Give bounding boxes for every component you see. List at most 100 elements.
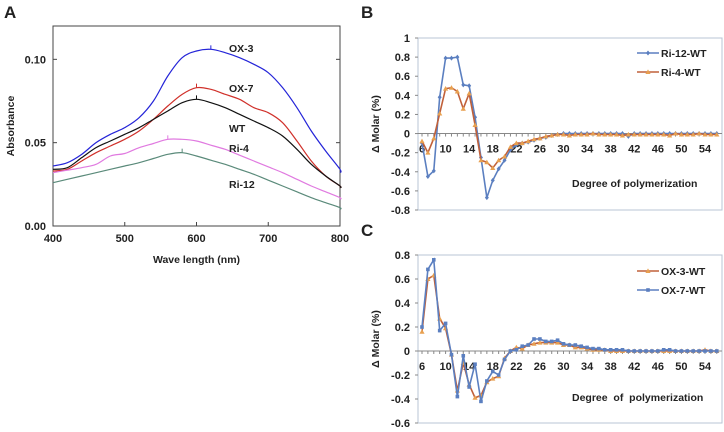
series-line-ri-12 bbox=[52, 152, 342, 210]
data-point bbox=[455, 54, 460, 60]
data-point bbox=[479, 399, 483, 404]
data-point bbox=[461, 82, 466, 88]
data-point bbox=[449, 352, 454, 357]
panel-b-ri-molar-chart: 6 10 14 18 22 26 30 34 38 42 46 50 54-0.8-0.6-0.4-0.… bbox=[370, 33, 723, 217]
x-tick-label: 42 bbox=[628, 361, 640, 373]
legend-label: OX-3-WT bbox=[661, 266, 706, 278]
data-point bbox=[578, 131, 584, 137]
data-point bbox=[602, 131, 608, 137]
series-label-ri-12: Ri-12 bbox=[229, 179, 255, 191]
data-point bbox=[490, 369, 495, 374]
series-label-wt: WT bbox=[229, 123, 246, 135]
data-point bbox=[572, 344, 578, 350]
legend-item-ox-7-wt: OX-7-WT bbox=[637, 285, 706, 297]
y-tick-label: 0.2 bbox=[395, 322, 410, 334]
y-tick-label: 0.8 bbox=[395, 52, 410, 64]
data-point bbox=[543, 133, 549, 139]
data-point bbox=[419, 138, 425, 144]
x-tick-label: 46 bbox=[652, 144, 664, 156]
data-point bbox=[584, 131, 590, 137]
data-point bbox=[490, 376, 496, 381]
y-tick-label: 0.2 bbox=[395, 109, 410, 121]
data-point bbox=[590, 130, 596, 136]
y-tick-label: 0.10 bbox=[25, 54, 46, 66]
y-axis-label: Absorbance bbox=[5, 96, 17, 157]
data-point bbox=[513, 140, 519, 146]
y-tick-label: -0.2 bbox=[391, 370, 410, 382]
series-line-ox-7-wt bbox=[421, 257, 717, 402]
y-tick-label: -0.6 bbox=[391, 418, 410, 427]
data-point bbox=[625, 131, 631, 137]
data-point bbox=[561, 342, 566, 346]
data-point bbox=[573, 343, 578, 347]
legend-label: Ri-12-WT bbox=[661, 48, 707, 60]
data-point bbox=[702, 131, 708, 137]
data-point bbox=[644, 349, 648, 353]
series-line-ri-4 bbox=[52, 138, 342, 200]
data-point bbox=[496, 157, 502, 163]
data-point bbox=[437, 94, 442, 100]
data-point bbox=[667, 132, 673, 138]
data-point bbox=[514, 348, 519, 352]
data-point bbox=[484, 159, 490, 165]
data-point bbox=[608, 348, 613, 352]
data-point bbox=[602, 348, 607, 352]
panel-letter-a: A bbox=[4, 3, 16, 22]
data-point bbox=[531, 136, 537, 142]
x-tick-label: 10 bbox=[439, 144, 451, 156]
plot-frame bbox=[417, 254, 723, 424]
data-point bbox=[714, 131, 720, 137]
data-point bbox=[507, 144, 514, 149]
data-point bbox=[467, 83, 472, 89]
data-point bbox=[555, 131, 561, 137]
data-point bbox=[490, 177, 495, 183]
data-point bbox=[632, 349, 637, 353]
data-point bbox=[673, 349, 678, 353]
data-point bbox=[443, 321, 448, 326]
y-tick-label: 0.6 bbox=[395, 274, 410, 286]
x-tick-label: 50 bbox=[675, 144, 687, 156]
data-point bbox=[437, 328, 442, 333]
data-point bbox=[502, 357, 507, 362]
series-line-ox-7 bbox=[52, 86, 342, 189]
data-point bbox=[650, 349, 654, 353]
series-line-ri-4-wt bbox=[421, 86, 717, 170]
y-tick-label: 0.4 bbox=[395, 298, 411, 310]
data-point bbox=[572, 131, 578, 137]
series-ri-4-wt bbox=[419, 85, 720, 170]
data-point bbox=[448, 85, 455, 90]
data-point bbox=[473, 362, 477, 366]
data-point bbox=[714, 349, 719, 353]
data-point bbox=[484, 195, 489, 201]
data-point bbox=[579, 344, 583, 348]
data-point bbox=[703, 349, 707, 353]
x-tick-label: 30 bbox=[557, 361, 569, 373]
data-point bbox=[525, 138, 531, 144]
y-tick-label: 0.00 bbox=[25, 221, 46, 233]
data-point bbox=[461, 354, 466, 358]
data-point bbox=[526, 343, 530, 347]
data-point bbox=[502, 157, 507, 163]
data-point bbox=[643, 131, 649, 137]
data-point bbox=[455, 394, 460, 399]
data-point bbox=[449, 55, 454, 61]
data-point bbox=[591, 346, 595, 351]
data-point bbox=[684, 131, 690, 137]
data-point bbox=[597, 346, 601, 351]
data-point bbox=[467, 385, 471, 389]
x-tick-label: 50 bbox=[675, 361, 687, 373]
y-tick-label: 0.8 bbox=[395, 250, 410, 262]
data-point bbox=[585, 345, 589, 350]
data-point bbox=[555, 340, 561, 345]
data-point bbox=[442, 86, 449, 91]
data-point bbox=[608, 131, 614, 137]
data-point bbox=[437, 110, 443, 116]
data-point bbox=[667, 348, 672, 352]
legend-item-ri-4-wt: Ri-4-WT bbox=[637, 67, 701, 79]
x-tick-label: 26 bbox=[534, 144, 546, 156]
x-tick-label: 34 bbox=[581, 361, 594, 373]
data-point bbox=[519, 140, 525, 146]
data-point bbox=[431, 258, 436, 262]
x-tick-label: 30 bbox=[557, 144, 569, 156]
x-tick-label: 46 bbox=[652, 361, 664, 373]
